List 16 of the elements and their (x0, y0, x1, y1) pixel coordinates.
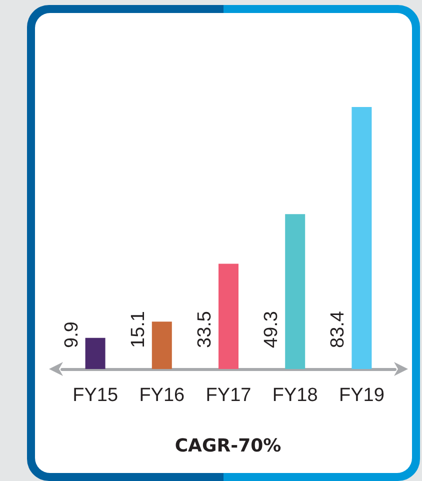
data-label: 9.9 (61, 322, 82, 348)
data-label: 49.3 (261, 311, 282, 348)
x-tick-label: FY18 (272, 385, 318, 406)
x-tick-label: FY19 (338, 385, 384, 406)
x-tick-label: FY16 (139, 385, 185, 406)
bar (352, 107, 372, 369)
data-label: 15.1 (128, 311, 149, 348)
bar (285, 214, 306, 369)
x-tick-label: FY17 (206, 385, 252, 406)
data-label: 33.5 (194, 311, 216, 348)
text: CAGR-70% (174, 436, 282, 456)
x-tick-label: FY15 (72, 385, 118, 406)
data-label: 83.4 (328, 310, 349, 348)
bar (152, 322, 172, 369)
bar (218, 264, 238, 369)
bar (85, 338, 106, 369)
